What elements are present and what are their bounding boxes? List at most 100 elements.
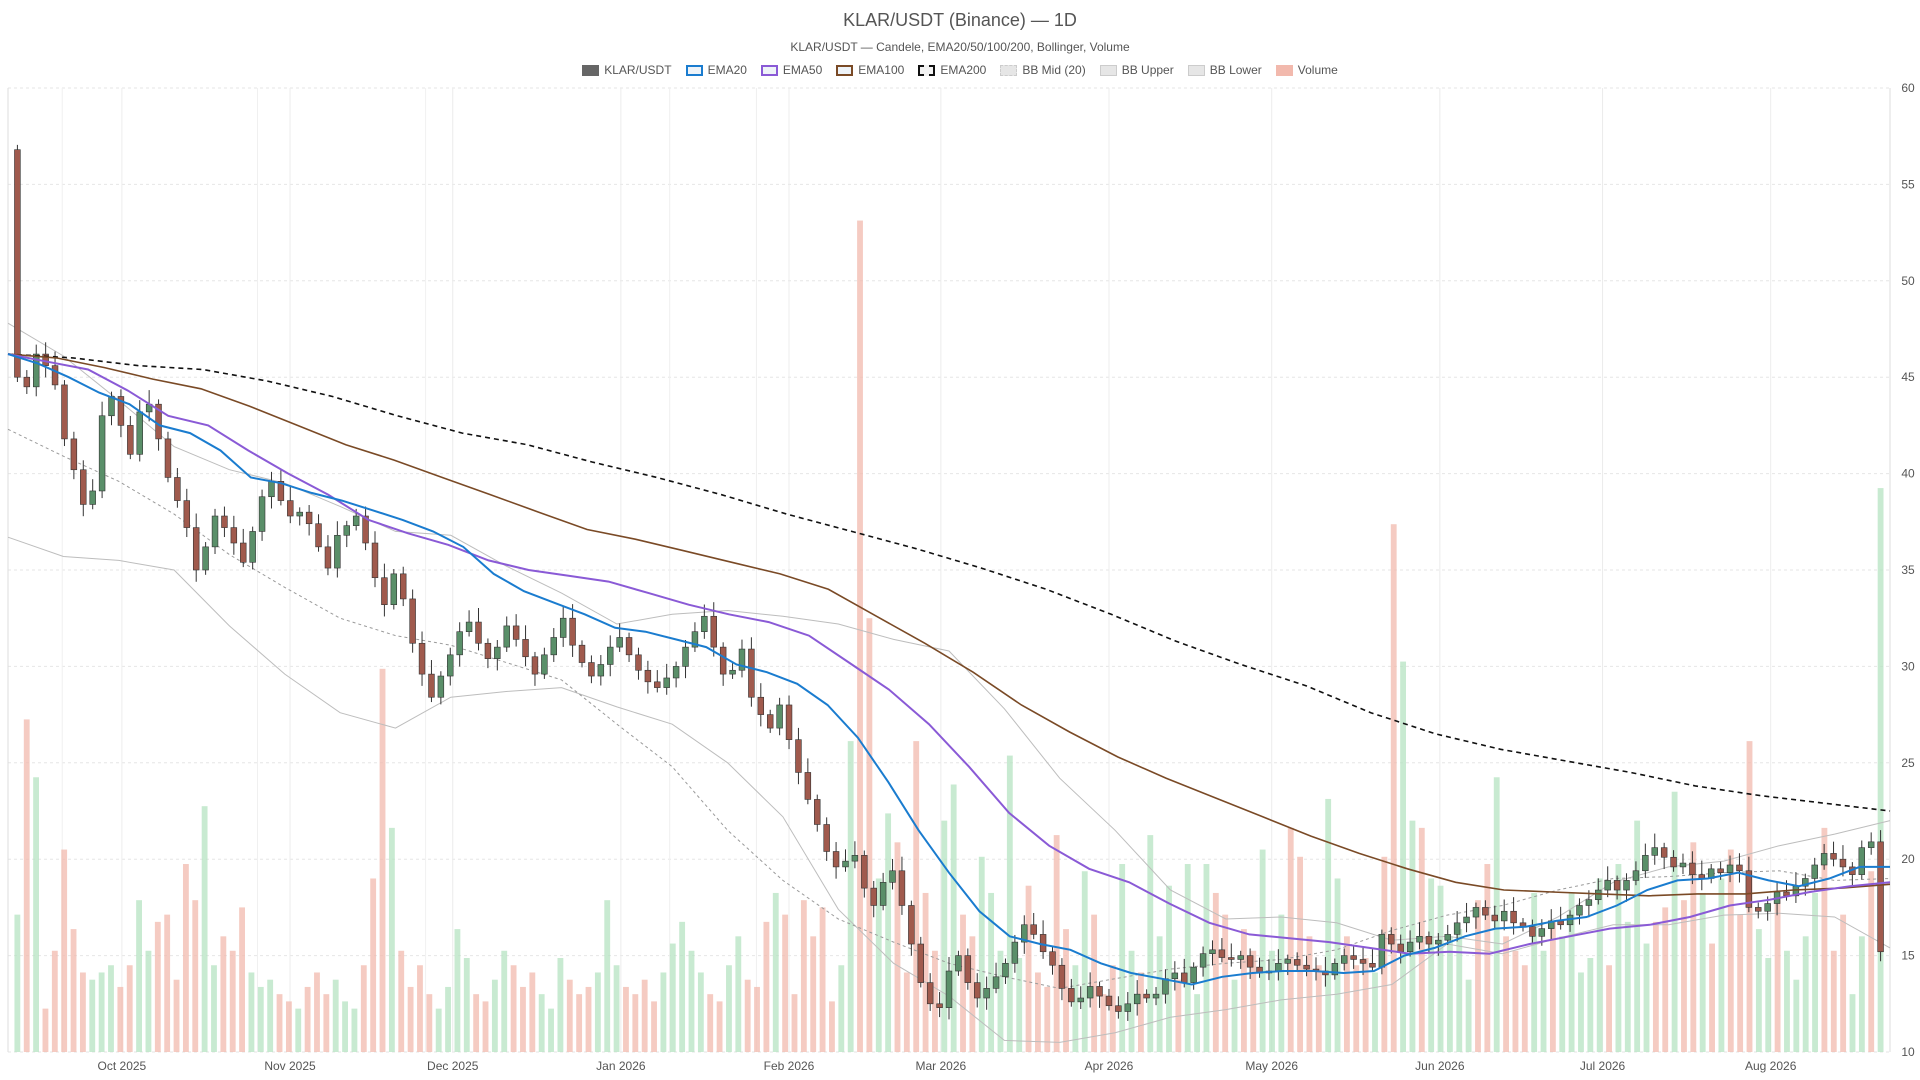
volume-bar — [1699, 892, 1706, 1052]
candle — [748, 648, 755, 698]
volume-bar — [838, 965, 845, 1052]
candle — [324, 546, 332, 569]
x-tick-label: Aug 2026 — [1745, 1059, 1797, 1073]
legend-item[interactable]: EMA50 — [760, 63, 823, 77]
legend-item[interactable]: EMA20 — [685, 63, 747, 77]
candle — [1651, 847, 1658, 856]
volume-bar — [763, 921, 770, 1052]
candle — [1453, 922, 1461, 935]
volume-bar — [1212, 892, 1219, 1052]
candle — [1764, 903, 1771, 912]
candle — [1049, 951, 1056, 966]
volume-bar — [1044, 986, 1051, 1052]
volume-bar — [1137, 972, 1144, 1052]
volume-bar — [1596, 878, 1603, 1052]
candle — [1002, 963, 1009, 978]
candle — [1077, 997, 1084, 1003]
candle — [117, 396, 125, 426]
candle — [296, 511, 303, 517]
candle — [89, 490, 96, 505]
volume-bar — [1802, 936, 1809, 1052]
volume-bar — [1025, 885, 1032, 1052]
candle — [305, 511, 313, 525]
y-tick-label: 30 — [1901, 659, 1915, 673]
volume-bar — [726, 965, 732, 1052]
volume-bar — [491, 979, 498, 1052]
candle — [381, 577, 388, 606]
candle — [1058, 964, 1066, 989]
volume-bar — [1390, 524, 1397, 1052]
volume-bar — [182, 864, 189, 1052]
volume-bar — [1615, 864, 1622, 1052]
volume-bar — [1503, 936, 1509, 1052]
volume-bar — [1184, 864, 1191, 1052]
candle — [616, 637, 623, 648]
volume-bar — [660, 972, 667, 1052]
candle — [211, 515, 219, 548]
candle — [1068, 988, 1075, 1003]
volume-bar — [192, 900, 199, 1052]
legend-item[interactable]: EMA200 — [918, 63, 986, 77]
candle — [992, 976, 1000, 989]
candle — [1218, 949, 1226, 958]
legend-item[interactable]: BB Mid (20) — [1000, 63, 1086, 77]
volume-bar — [969, 936, 976, 1052]
volume-bar — [1718, 878, 1725, 1052]
volume-bar — [510, 965, 517, 1052]
volume-bar — [1877, 488, 1884, 1052]
volume-bar — [1053, 835, 1060, 1052]
candle — [1604, 880, 1611, 891]
legend-item[interactable]: BB Upper — [1099, 63, 1174, 77]
grid: 10 15 20 25 30 35 40 45 50 55 60 Oct 2025 Nov 2025 De… — [7, 81, 1915, 1073]
candle — [202, 546, 209, 571]
volume-bar — [1784, 950, 1790, 1052]
candle — [672, 666, 680, 679]
volume-bar — [1465, 979, 1472, 1052]
volume-bar — [1325, 798, 1332, 1052]
candle — [221, 515, 228, 528]
candle — [1802, 878, 1809, 887]
legend-item[interactable]: EMA100 — [836, 63, 904, 77]
candle — [1595, 889, 1602, 900]
candle — [390, 573, 398, 606]
candle — [908, 905, 915, 945]
volume-bar — [1428, 878, 1435, 1052]
y-tick-label: 35 — [1901, 563, 1915, 577]
chart-legend: KLAR/USDT EMA20 EMA50 EMA100 EMA200 BB Mid (2… — [0, 63, 1920, 77]
legend-item[interactable]: BB Lower — [1187, 63, 1262, 77]
volume-bar — [866, 618, 873, 1052]
candle — [23, 376, 31, 388]
candle — [785, 704, 793, 740]
volume-bar — [1531, 892, 1538, 1052]
candle — [1679, 862, 1687, 868]
volume-bar — [1821, 827, 1828, 1052]
candle — [503, 625, 510, 648]
volume-bar — [473, 994, 480, 1052]
volume-bar — [1690, 842, 1697, 1052]
candle — [710, 615, 717, 648]
volume-bar — [1006, 755, 1013, 1052]
legend-swatch — [760, 64, 778, 76]
volume-bar — [98, 972, 105, 1052]
legend-item[interactable]: KLAR/USDT — [582, 63, 672, 77]
y-tick-label: 55 — [1901, 177, 1915, 191]
volume-bar — [33, 777, 40, 1052]
candle — [926, 982, 934, 1005]
candle — [70, 438, 78, 471]
legend-item[interactable]: Volume — [1275, 63, 1338, 77]
volume-bar — [1624, 921, 1631, 1052]
candle — [964, 955, 972, 983]
candle — [917, 943, 924, 983]
volume-bar — [1287, 827, 1294, 1052]
candle — [1755, 907, 1762, 912]
candle — [541, 654, 548, 675]
y-tick-label: 25 — [1901, 756, 1915, 770]
volume-bar — [538, 994, 545, 1052]
candle — [597, 664, 605, 677]
volume-bar — [1493, 777, 1500, 1052]
y-tick-label: 50 — [1901, 274, 1915, 288]
legend-label: KLAR/USDT — [604, 63, 672, 77]
legend-label: EMA50 — [782, 63, 823, 77]
volume-bar — [267, 979, 274, 1052]
